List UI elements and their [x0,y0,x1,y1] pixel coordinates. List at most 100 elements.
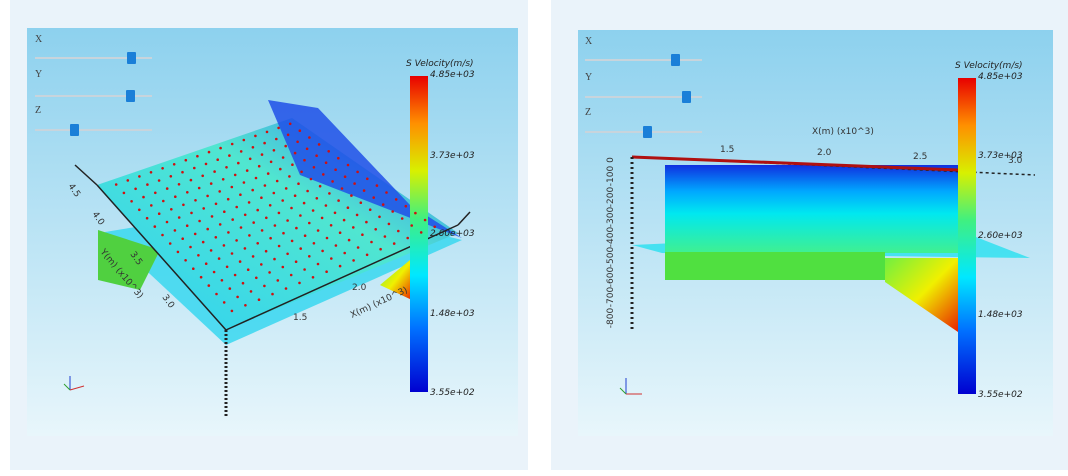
station-dot [306,189,309,193]
station-dot [316,229,320,232]
slider-label: Y [585,72,592,83]
station-dot [212,270,216,274]
station-dot [308,136,311,139]
station-dot [244,304,247,307]
station-dot [299,247,303,250]
station-dot [355,213,359,217]
station-dot [312,166,316,169]
station-dot [410,224,414,227]
station-dot [173,229,177,232]
station-dot [181,170,184,174]
colorbar-label: 3.73e+03 [978,151,1023,161]
station-dot [217,257,221,260]
station-dot [338,231,342,234]
station-dot [379,247,382,251]
tick-label: 1.5 [293,313,307,323]
station-dot [177,183,181,186]
station-dot [265,130,269,134]
station-dot [206,194,209,198]
station-dot [325,270,328,274]
tick-label: 3.0 [1008,156,1023,166]
slice-plane [380,260,412,300]
station-dot [243,213,247,217]
station-dot [225,265,229,269]
slider-thumb[interactable] [671,54,680,66]
station-dot [337,156,340,160]
station-dot [315,197,319,200]
station-dot [328,192,331,195]
station-dot [226,197,230,201]
station-dot [311,209,315,212]
station-dot [177,216,181,219]
station-dot [251,188,254,192]
station-dot [138,208,141,212]
station-dot [199,275,203,279]
station-dot [266,172,270,175]
station-dot [286,219,289,222]
station-dot [260,263,263,266]
station-dot [288,122,292,126]
station-dot [346,206,350,209]
station-dot [356,170,359,174]
station-dot [161,233,164,237]
station-dot [352,226,355,229]
station-dot [256,242,260,245]
station-dot [331,180,334,183]
slider-thumb[interactable] [126,90,135,102]
station-dot [370,240,373,244]
station-dot [249,290,253,293]
slider-thumb[interactable] [643,126,652,138]
station-dot [222,301,226,304]
slider-label: Z [35,105,41,116]
station-dot [219,146,222,150]
station-dot [161,167,164,170]
slider-thumb[interactable] [682,91,691,103]
station-dot [242,181,246,184]
station-dot [228,154,231,157]
station-dot [230,185,234,189]
station-dot [235,205,238,209]
station-dot [223,210,226,213]
slider-thumb[interactable] [127,52,136,64]
station-dot [272,149,276,152]
station-dot [165,220,169,224]
station-dot [290,206,293,210]
section [665,252,885,280]
slider-thumb[interactable] [70,124,79,136]
station-dot [337,199,340,202]
station-dot [230,309,234,313]
station-dot [233,273,237,277]
station-dot [209,249,213,252]
tick-label: 1.5 [720,145,734,155]
station-dot [254,176,258,180]
colorbar-title: S Velocity(m/s) [406,59,474,69]
station-dot [271,292,274,296]
station-dot [334,244,338,247]
station-dot [385,191,388,194]
station-dot [254,134,257,138]
station-dot [356,246,360,249]
station-dot [222,244,226,247]
station-dot [263,184,267,187]
station-dot [257,164,261,168]
station-dot [130,200,133,203]
station-dot [365,253,369,257]
station-dot [247,201,251,204]
station-dot [419,231,423,234]
station-dot [269,236,272,240]
station-dot [397,229,400,233]
station-dot [138,175,141,178]
station-dot [294,260,298,264]
station-dot [296,140,299,144]
station-dot [193,166,196,170]
station-dot [227,231,230,234]
station-dot [184,259,187,262]
station-dot [293,194,297,197]
station-dot [295,226,298,230]
station-dot [303,158,306,162]
station-dot [241,281,245,285]
station-dot [311,276,315,279]
station-dot [245,169,249,172]
station-dot [182,203,185,207]
station-dot [284,144,288,148]
